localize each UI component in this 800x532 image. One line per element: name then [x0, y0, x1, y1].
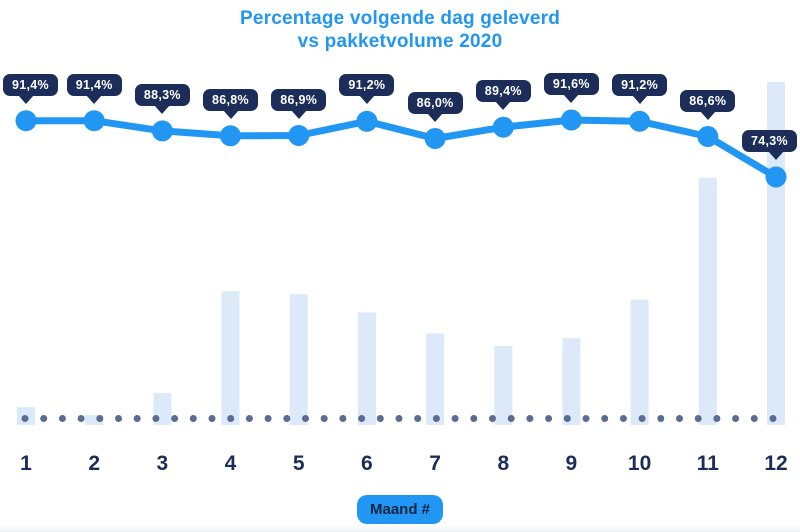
volume-bar-month-9: [562, 338, 581, 425]
baseline-dot: [545, 415, 553, 422]
baseline-dot: [750, 415, 758, 422]
baseline-dot: [264, 415, 272, 422]
volume-bar-month-10: [630, 299, 649, 425]
baseline-dot: [152, 415, 160, 422]
baseline-dot: [769, 415, 777, 422]
data-point-marker-month-4: [220, 125, 241, 147]
data-point-marker-month-5: [288, 125, 310, 146]
volume-bar-month-6: [357, 312, 376, 425]
baseline-dot: [171, 415, 179, 422]
volume-bar-month-8: [494, 346, 513, 425]
baseline-dots-layer: [21, 415, 777, 422]
baseline-dot: [227, 415, 235, 422]
baseline-dot: [713, 415, 721, 422]
data-point-marker-month-3: [151, 120, 173, 142]
data-point-marker-month-8: [492, 116, 514, 138]
baseline-dot: [245, 415, 253, 422]
baseline-dot: [376, 415, 384, 422]
data-point-marker-month-7: [424, 128, 446, 149]
baseline-dot: [395, 415, 403, 422]
baseline-dot: [470, 415, 478, 422]
baseline-dot: [601, 415, 609, 422]
baseline-dot: [358, 415, 366, 422]
baseline-dot: [732, 415, 740, 422]
baseline-dot: [189, 415, 197, 422]
data-point-marker-month-6: [356, 110, 378, 132]
baseline-dot: [619, 415, 627, 422]
baseline-dot: [133, 415, 141, 422]
baseline-dot: [657, 415, 665, 422]
baseline-dot: [21, 415, 29, 422]
baseline-dot: [451, 415, 459, 422]
baseline-dot: [638, 415, 646, 422]
volume-bar-month-5: [289, 294, 308, 425]
volume-bar-month-4: [221, 291, 240, 425]
percentage-line-layer: [15, 109, 787, 188]
baseline-dot: [489, 415, 496, 422]
chart-title-line1: Percentage volgende dag geleverd: [239, 8, 560, 29]
x-axis-title-badge: Maand #: [356, 495, 444, 524]
baseline-dot: [283, 415, 291, 422]
baseline-dot: [526, 415, 534, 422]
volume-bars-layer: [17, 82, 785, 425]
data-point-marker-month-12: [765, 166, 787, 188]
baseline-dot: [208, 415, 216, 422]
volume-bar-month-7: [426, 333, 445, 425]
baseline-dot: [96, 415, 104, 422]
baseline-dot: [339, 415, 347, 422]
baseline-dot: [676, 415, 683, 422]
percentage-line: [22, 116, 780, 181]
baseline-dot: [694, 415, 702, 422]
volume-bar-month-2: [85, 415, 104, 425]
data-point-marker-month-1: [15, 110, 37, 132]
baseline-dot: [115, 415, 122, 422]
chart-title: Percentage volgende dag geleverd vs pakk…: [0, 7, 800, 53]
baseline-dot: [77, 415, 85, 422]
data-point-marker-month-10: [629, 110, 651, 132]
baseline-dot: [432, 415, 440, 422]
volume-bar-month-11: [698, 177, 717, 425]
volume-bar-month-12: [767, 82, 785, 425]
chart-title-line2: vs pakketvolume 2020: [297, 31, 503, 52]
data-point-marker-month-9: [560, 109, 582, 131]
baseline-dot: [40, 415, 48, 422]
data-point-marker-month-11: [697, 126, 719, 147]
baseline-dot: [507, 415, 515, 422]
data-point-marker-month-2: [83, 110, 105, 132]
x-axis-title: Maand #: [369, 501, 431, 518]
baseline-dot: [58, 415, 66, 422]
baseline-dot: [302, 415, 309, 422]
baseline-dot: [582, 415, 590, 422]
baseline-dot: [414, 415, 422, 422]
baseline-dot: [320, 415, 328, 422]
baseline-dot: [563, 415, 571, 422]
